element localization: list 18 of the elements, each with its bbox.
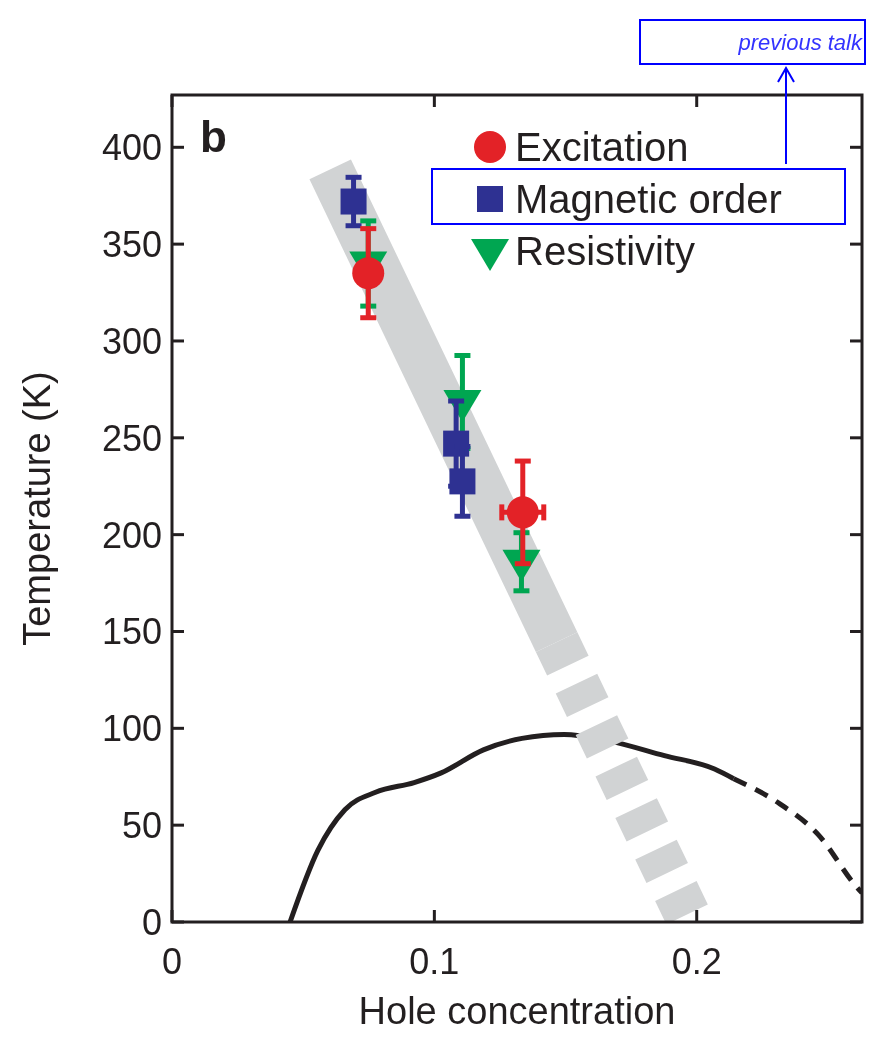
y-axis-title: Temperature (K): [16, 371, 58, 646]
y-tick-label: 0: [141, 902, 162, 943]
x-axis-title: Hole concentration: [358, 990, 676, 1032]
legend-label: Resistivity: [515, 229, 696, 273]
x-tick-label: 0.2: [671, 941, 722, 982]
y-tick-label: 200: [101, 514, 162, 556]
y-tick-label: 300: [101, 320, 162, 362]
chart-title: b: [200, 112, 227, 161]
y-tick-label: 250: [101, 417, 162, 459]
y-tick-label: 100: [101, 708, 162, 750]
y-tick-label: 350: [101, 224, 162, 266]
legend-label: Magnetic order: [515, 177, 782, 221]
y-tick-label: 150: [101, 611, 162, 653]
y-tick-label: 50: [121, 805, 162, 847]
legend-label: Excitation: [515, 125, 689, 169]
x-tick-label: 0.1: [409, 941, 460, 982]
y-tick-label: 400: [101, 127, 162, 169]
text: previous talk: [737, 30, 863, 55]
